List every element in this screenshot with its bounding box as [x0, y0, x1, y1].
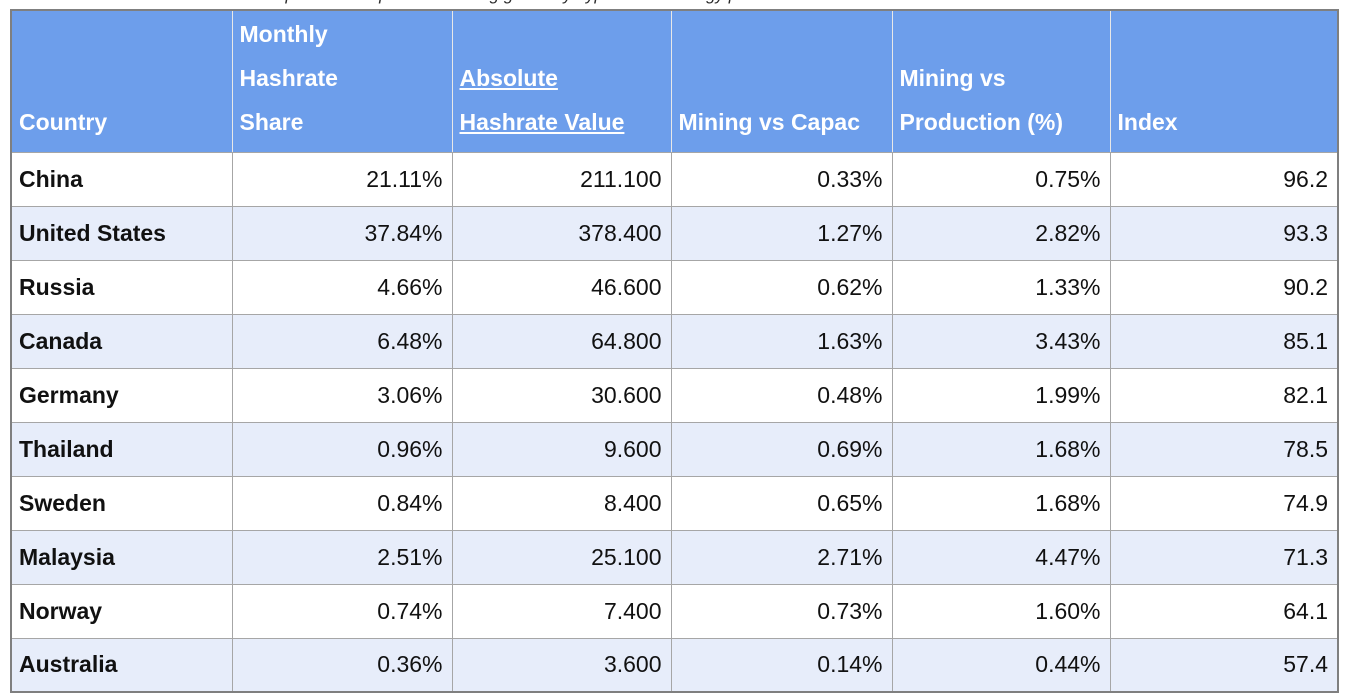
absolute-hashrate-value-cell: 7.400 — [451, 583, 672, 639]
absolute-hashrate-value-cell: 8.400 — [451, 475, 672, 531]
index-cell: 85.1 — [1109, 313, 1339, 369]
caption-text: A comparison of top Bitcoin mining giant… — [238, 0, 1346, 7]
monthly-hashrate-share-cell: 0.96% — [231, 421, 453, 477]
monthly-hashrate-share-cell: 37.84% — [231, 205, 453, 261]
absolute-hashrate-value-cell: 30.600 — [451, 367, 672, 423]
index-cell: 90.2 — [1109, 259, 1339, 315]
column-header-index: Index — [1109, 10, 1339, 153]
country-cell: Malaysia — [10, 529, 233, 585]
absolute-hashrate-value-cell: 9.600 — [451, 421, 672, 477]
mining-vs-production-cell: 3.43% — [891, 313, 1111, 369]
index-cell: 64.1 — [1109, 583, 1339, 639]
mining-vs-capacity-cell: 2.71% — [670, 529, 893, 585]
mining-vs-capacity-cell: 0.65% — [670, 475, 893, 531]
index-cell: 82.1 — [1109, 367, 1339, 423]
table-row: Russia 4.66% 46.600 0.62% 1.33% 90.2 — [10, 259, 1339, 315]
table-row: Sweden 0.84% 8.400 0.65% 1.68% 74.9 — [10, 475, 1339, 531]
absolute-hashrate-value-cell: 3.600 — [451, 637, 672, 693]
mining-vs-production-cell: 1.60% — [891, 583, 1111, 639]
mining-vs-production-cell: 1.68% — [891, 421, 1111, 477]
column-header-label: Country — [19, 108, 108, 135]
country-cell: Norway — [10, 583, 233, 639]
index-cell: 57.4 — [1109, 637, 1339, 693]
absolute-hashrate-value-cell: 25.100 — [451, 529, 672, 585]
table-row: Germany 3.06% 30.600 0.48% 1.99% 82.1 — [10, 367, 1339, 423]
table-row: Norway 0.74% 7.400 0.73% 1.60% 64.1 — [10, 583, 1339, 639]
absolute-hashrate-value-cell: 64.800 — [451, 313, 672, 369]
column-header-country: Country — [10, 10, 233, 153]
monthly-hashrate-share-cell: 21.11% — [231, 151, 453, 207]
mining-vs-production-cell: 1.33% — [891, 259, 1111, 315]
mining-vs-capacity-cell: 0.14% — [670, 637, 893, 693]
country-cell: United States — [10, 205, 233, 261]
table-row: China 21.11% 211.100 0.33% 0.75% 96.2 — [10, 151, 1339, 207]
country-cell: Germany — [10, 367, 233, 423]
clipped-caption: A comparison of top Bitcoin mining giant… — [238, 0, 1346, 9]
column-header-label: Hashrate Value — [459, 108, 625, 135]
monthly-hashrate-share-cell: 6.48% — [231, 313, 453, 369]
country-cell: China — [10, 151, 233, 207]
mining-vs-production-cell: 0.75% — [891, 151, 1111, 207]
column-header-monthly-hashrate-share: Monthly Hashrate Share — [231, 10, 453, 153]
mining-vs-capacity-cell: 1.63% — [670, 313, 893, 369]
monthly-hashrate-share-cell: 0.74% — [231, 583, 453, 639]
table-row: Australia 0.36% 3.600 0.14% 0.44% 57.4 — [10, 637, 1339, 693]
country-cell: Sweden — [10, 475, 233, 531]
monthly-hashrate-share-cell: 3.06% — [231, 367, 453, 423]
table-body: China 21.11% 211.100 0.33% 0.75% 96.2 Un… — [10, 151, 1339, 693]
column-header-label: Monthly — [239, 20, 328, 47]
index-cell: 96.2 — [1109, 151, 1339, 207]
mining-vs-production-cell: 1.68% — [891, 475, 1111, 531]
index-cell: 78.5 — [1109, 421, 1339, 477]
absolute-hashrate-value-cell: 378.400 — [451, 205, 672, 261]
mining-vs-production-cell: 0.44% — [891, 637, 1111, 693]
index-cell: 74.9 — [1109, 475, 1339, 531]
mining-vs-capacity-cell: 0.69% — [670, 421, 893, 477]
absolute-hashrate-value-link[interactable]: Absolute Hashrate Value — [460, 56, 667, 144]
column-header-label: Hashrate — [239, 64, 338, 91]
column-header-mining-vs-capacity: Mining vs Capac — [670, 10, 893, 153]
column-header-mining-vs-production: Mining vs Production (%) — [891, 10, 1111, 153]
absolute-hashrate-value-cell: 211.100 — [451, 151, 672, 207]
column-header-label: Mining vs — [899, 64, 1006, 91]
table-row: Thailand 0.96% 9.600 0.69% 1.68% 78.5 — [10, 421, 1339, 477]
column-header-absolute-hashrate-value: Absolute Hashrate Value — [451, 10, 672, 153]
country-cell: Canada — [10, 313, 233, 369]
country-cell: Thailand — [10, 421, 233, 477]
mining-vs-capacity-cell: 0.33% — [670, 151, 893, 207]
monthly-hashrate-share-cell: 0.36% — [231, 637, 453, 693]
monthly-hashrate-share-cell: 2.51% — [231, 529, 453, 585]
country-cell: Russia — [10, 259, 233, 315]
country-cell: Australia — [10, 637, 233, 693]
table-row: Canada 6.48% 64.800 1.63% 3.43% 85.1 — [10, 313, 1339, 369]
column-header-label: Mining vs Capac — [678, 108, 860, 135]
mining-vs-capacity-cell: 1.27% — [670, 205, 893, 261]
mining-vs-production-cell: 4.47% — [891, 529, 1111, 585]
column-header-label: Share — [239, 108, 304, 135]
monthly-hashrate-share-cell: 0.84% — [231, 475, 453, 531]
header-row: Country Monthly Hashrate Share Absolute … — [10, 10, 1339, 153]
index-cell: 93.3 — [1109, 205, 1339, 261]
monthly-hashrate-share-cell: 4.66% — [231, 259, 453, 315]
mining-vs-production-cell: 2.82% — [891, 205, 1111, 261]
column-header-label: Index — [1117, 108, 1178, 135]
mining-vs-production-cell: 1.99% — [891, 367, 1111, 423]
column-header-label: Production (%) — [899, 108, 1064, 135]
hashrate-table: Country Monthly Hashrate Share Absolute … — [10, 9, 1339, 693]
mining-vs-capacity-cell: 0.73% — [670, 583, 893, 639]
mining-vs-capacity-cell: 0.48% — [670, 367, 893, 423]
index-cell: 71.3 — [1109, 529, 1339, 585]
table-row: Malaysia 2.51% 25.100 2.71% 4.47% 71.3 — [10, 529, 1339, 585]
column-header-label: Absolute — [459, 64, 558, 91]
mining-vs-capacity-cell: 0.62% — [670, 259, 893, 315]
absolute-hashrate-value-cell: 46.600 — [451, 259, 672, 315]
table-row: United States 37.84% 378.400 1.27% 2.82%… — [10, 205, 1339, 261]
